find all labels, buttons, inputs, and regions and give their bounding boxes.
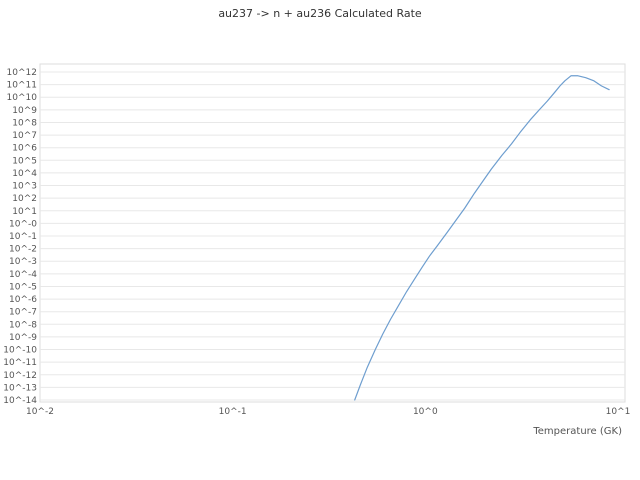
y-tick-label: 10^-7 (9, 308, 37, 318)
y-tick-label: 10^-8 (9, 320, 37, 330)
x-tick-label: 10^-2 (26, 407, 54, 417)
y-tick-label: 10^-11 (3, 358, 37, 368)
x-tick-label: 10^1 (606, 407, 631, 417)
y-tick-label: 10^-3 (9, 257, 37, 267)
x-tick-label: 10^0 (413, 407, 438, 417)
x-axis-title: Temperature (GK) (532, 426, 622, 437)
y-tick-label: 10^9 (12, 106, 37, 116)
y-tick-label: 10^12 (7, 68, 37, 78)
y-tick-label: 10^-5 (9, 282, 37, 292)
y-tick-label: 10^8 (12, 118, 37, 128)
y-tick-label: 10^-1 (9, 232, 37, 242)
y-tick-label: 10^-10 (3, 346, 37, 356)
y-tick-label: 10^3 (12, 182, 37, 192)
chart-title: au237 -> n + au236 Calculated Rate (218, 7, 422, 20)
y-tick-label: 10^11 (7, 81, 37, 91)
y-tick-label: 10^10 (7, 93, 38, 103)
y-tick-label: 10^-0 (9, 219, 37, 229)
gridlines (40, 71, 625, 401)
y-tick-label: 10^-14 (3, 396, 37, 406)
y-tick-label: 10^5 (12, 156, 37, 166)
y-tick-label: 10^1 (12, 207, 37, 217)
y-tick-label: 10^4 (12, 169, 37, 179)
y-tick-label: 10^6 (12, 144, 37, 154)
y-tick-label: 10^2 (12, 194, 37, 204)
y-tick-label: 10^-2 (9, 245, 37, 255)
x-axis-labels: 10^-2 10^-1 10^0 10^1 (26, 407, 630, 417)
y-tick-label: 10^-12 (3, 371, 37, 381)
x-tick-label: 10^-1 (219, 407, 247, 417)
y-axis-labels: 10^12 10^11 10^10 10^9 10^8 10^7 10^6 10^5 10^4 1… (3, 68, 37, 406)
y-tick-label: 10^-13 (3, 383, 37, 393)
plot-border (39, 63, 626, 403)
y-tick-label: 10^-4 (9, 270, 37, 280)
y-tick-label: 10^-6 (9, 295, 37, 305)
y-tick-label: 10^-9 (9, 333, 37, 343)
rate-line-series (354, 75, 610, 401)
y-tick-label: 10^7 (12, 131, 37, 141)
